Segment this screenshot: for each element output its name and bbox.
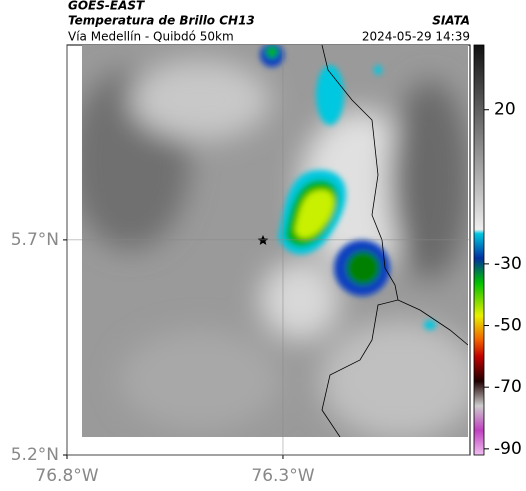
x-tick-label: 76.3°W (251, 466, 314, 486)
subtitle: Vía Medellín - Quibdó 50km (68, 30, 234, 44)
y-tick-label: 5.7°N (11, 230, 59, 250)
colorbar-tick-label: -30 (494, 254, 522, 274)
colorbar-tick-label: 20 (494, 100, 516, 120)
colorbar (473, 44, 485, 456)
imagery (82, 45, 468, 437)
agency: SIATA (432, 14, 470, 28)
title: Temperatura de Brillo CH13 (68, 14, 255, 28)
y-tick-label: 5.2°N (11, 445, 59, 465)
source: GOES-EAST (68, 0, 145, 13)
colorbar-tick-label: -90 (494, 439, 522, 459)
colorbar-tick-label: -50 (494, 316, 522, 336)
colorbar-tick-label: -70 (494, 377, 522, 397)
datetime: 2024-05-29 14:39 (362, 30, 470, 44)
x-tick-label: 76.8°W (35, 466, 98, 486)
